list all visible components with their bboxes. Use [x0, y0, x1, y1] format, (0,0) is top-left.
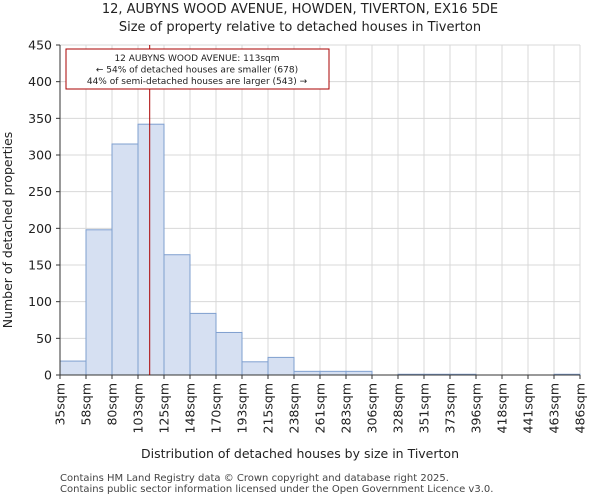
x-tick-label-103sqm: 103sqm — [131, 383, 146, 433]
x-tick-label-261sqm: 261sqm — [313, 383, 328, 433]
y-tick-label-250: 250 — [28, 184, 52, 199]
x-tick-label-328sqm: 328sqm — [391, 383, 406, 433]
y-tick-label-400: 400 — [28, 74, 52, 89]
bar-148sqm — [189, 312, 217, 376]
x-tick-label-148sqm: 148sqm — [183, 383, 198, 433]
annotation-box: 12 AUBYNS WOOD AVENUE: 113sqm ← 54% of d… — [65, 48, 330, 90]
footer-line-1: Contains HM Land Registry data © Crown c… — [60, 473, 449, 484]
x-tick-label-80sqm: 80sqm — [105, 383, 120, 426]
y-tick-label-0: 0 — [44, 368, 52, 383]
x-axis-ticks: 35sqm 58sqm 80sqm 103sqm 125sqm 148sqm 170sqm 1… — [53, 375, 588, 433]
bar-238sqm — [293, 370, 321, 376]
bar-283sqm — [345, 370, 373, 376]
x-tick-label-373sqm: 373sqm — [443, 383, 458, 433]
y-tick-label-150: 150 — [28, 258, 52, 273]
x-tick-label-193sqm: 193sqm — [235, 383, 250, 433]
x-tick-label-441sqm: 441sqm — [521, 383, 536, 433]
bar-58sqm — [85, 229, 113, 376]
y-tick-label-350: 350 — [28, 111, 52, 126]
bar-35sqm — [59, 360, 87, 376]
x-tick-label-125sqm: 125sqm — [157, 383, 172, 433]
y-tick-label-200: 200 — [28, 221, 52, 236]
x-tick-label-418sqm: 418sqm — [495, 383, 510, 433]
bar-261sqm — [319, 370, 347, 376]
bar-125sqm — [163, 254, 191, 376]
y-tick-label-50: 50 — [36, 331, 52, 346]
annotation-line-1: 12 AUBYNS WOOD AVENUE: 113sqm — [114, 54, 279, 64]
x-tick-label-35sqm: 35sqm — [53, 383, 68, 426]
annotation-border — [65, 48, 330, 90]
y-tick-label-300: 300 — [28, 148, 52, 163]
bar-215sqm — [267, 356, 295, 376]
x-tick-label-283sqm: 283sqm — [339, 383, 354, 433]
y-tick-label-100: 100 — [28, 294, 52, 309]
x-tick-label-58sqm: 58sqm — [79, 383, 94, 426]
bar-193sqm — [241, 361, 269, 376]
y-axis-label: Number of detached properties — [0, 132, 15, 329]
x-tick-label-396sqm: 396sqm — [469, 383, 484, 433]
x-tick-label-463sqm: 463sqm — [547, 383, 562, 433]
y-axis-ticks: 0 50 100 150 200 250 300 350 400 450 — [28, 38, 60, 383]
bar-80sqm — [111, 143, 139, 376]
annotation-line-2: ← 54% of detached houses are smaller (67… — [96, 66, 298, 76]
chart-subtitle: Size of property relative to detached ho… — [119, 20, 481, 35]
x-tick-label-238sqm: 238sqm — [287, 383, 302, 433]
footer-line-2: Contains public sector information licen… — [60, 484, 494, 495]
x-tick-label-215sqm: 215sqm — [261, 383, 276, 433]
bar-170sqm — [215, 331, 243, 376]
x-tick-label-170sqm: 170sqm — [209, 383, 224, 433]
x-tick-label-306sqm: 306sqm — [365, 383, 380, 433]
x-tick-label-351sqm: 351sqm — [417, 383, 432, 433]
annotation-line-3: 44% of semi-detached houses are larger (… — [87, 77, 308, 87]
x-tick-label-486sqm: 486sqm — [573, 383, 588, 433]
bar-103sqm — [137, 123, 165, 376]
y-tick-label-450: 450 — [28, 38, 52, 53]
chart-title: 12, AUBYNS WOOD AVENUE, HOWDEN, TIVERTON… — [102, 2, 498, 17]
x-axis-label: Distribution of detached houses by size … — [141, 446, 459, 461]
